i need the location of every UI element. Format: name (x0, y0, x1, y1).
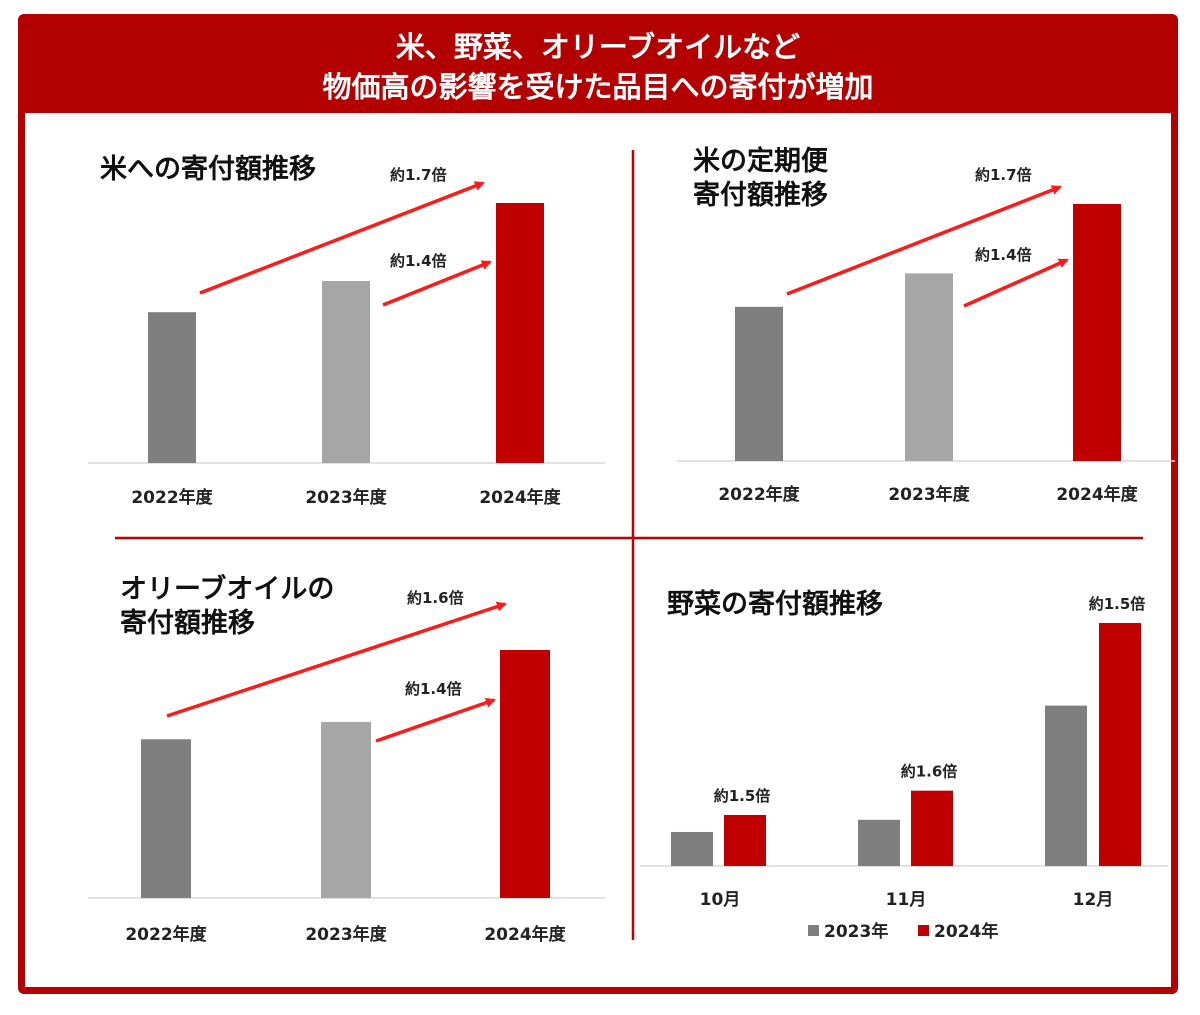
panel-2-title-line-2: 寄付額推移 (693, 179, 828, 211)
panel-1-tick-label-3: 2024年度 (479, 487, 561, 508)
panel-3-title-line-1: オリーブオイルの (120, 573, 334, 605)
panel-4-tick-label-3: 12月 (1073, 890, 1114, 910)
panel-2-bar-3 (1073, 204, 1121, 461)
panel-2-annotation-short: 約1.4倍 (975, 246, 1032, 264)
header-line-2: 物価高の影響を受けた品目への寄付が増加 (322, 70, 874, 104)
panel-3-title-line-2: 寄付額推移 (120, 607, 255, 639)
panel-3-tick-label-1: 2022年度 (125, 924, 207, 945)
panel-2-tick-label-2: 2023年度 (888, 484, 970, 505)
legend-label-2023: 2023年 (824, 921, 888, 942)
panel-4-bar-2023-3 (1045, 705, 1087, 866)
panel-3-annotation-short: 約1.4倍 (405, 680, 462, 698)
panel-1-title-line-1: 米への寄付額推移 (100, 153, 316, 185)
panel-4-annotation-1: 約1.5倍 (714, 787, 771, 805)
header-banner: 米、野菜、オリーブオイルなど 物価高の影響を受けた品目への寄付が増加 (25, 21, 1171, 113)
panel-4-bar-2023-1 (671, 831, 713, 866)
legend-label-2024: 2024年 (934, 921, 998, 942)
infographic-frame: 米、野菜、オリーブオイルなど 物価高の影響を受けた品目への寄付が増加 (18, 14, 1178, 994)
panel-1-bar-3 (496, 203, 544, 463)
panel-3-annotation-long: 約1.6倍 (407, 589, 464, 607)
panel-3-arrow-short (375, 697, 496, 743)
legend-swatch-2023 (808, 925, 819, 936)
legend-swatch-2024 (918, 925, 929, 936)
panel-4-tick-label-2: 11月 (886, 890, 927, 910)
panel-1-arrow-long (199, 181, 485, 295)
panel-4-bar-2024-2 (911, 790, 953, 866)
panel-3-arrow-long (166, 601, 507, 718)
panel-4-bar-2023-2 (858, 819, 900, 866)
panel-2-tick-label-3: 2024年度 (1056, 484, 1138, 505)
panel-3-tick-label-3: 2024年度 (484, 924, 566, 945)
panel-3-bar-2 (321, 721, 371, 898)
panel-4-bar-2024-3 (1099, 623, 1141, 866)
panel-1-tick-label-1: 2022年度 (131, 487, 213, 508)
panel-3-tick-label-2: 2023年度 (305, 924, 387, 945)
panel-4-tick-label-1: 10月 (700, 890, 741, 910)
panel-2-bar-1 (735, 306, 783, 461)
panel-4-annotation-2: 約1.6倍 (901, 763, 958, 781)
panel-1-bar-2 (322, 281, 370, 463)
panel-2-title-line-1: 米の定期便 (693, 145, 829, 177)
panel-1-annotation-short: 約1.4倍 (390, 252, 447, 270)
panel-1-tick-label-2: 2023年度 (305, 487, 387, 508)
panel-2-arrow-short (963, 258, 1069, 308)
panel-1-annotation-long: 約1.7倍 (390, 166, 447, 184)
panel-2-tick-label-1: 2022年度 (718, 484, 800, 505)
panel-4-title-line-1: 野菜の寄付額推移 (667, 588, 883, 620)
header-line-1: 米、野菜、オリーブオイルなど (395, 30, 801, 64)
panel-4-annotation-3: 約1.5倍 (1089, 595, 1146, 613)
panel-4-bar-2024-1 (724, 814, 766, 866)
panel-1-bar-1 (148, 312, 196, 463)
panel-2-annotation-long: 約1.7倍 (975, 166, 1032, 184)
panel-3-bar-3 (500, 650, 550, 898)
panel-2-bar-2 (905, 273, 953, 461)
panel-2-arrow-long (786, 185, 1062, 296)
panel-3-bar-1 (141, 739, 191, 898)
panel-1-arrow-short (382, 260, 492, 307)
